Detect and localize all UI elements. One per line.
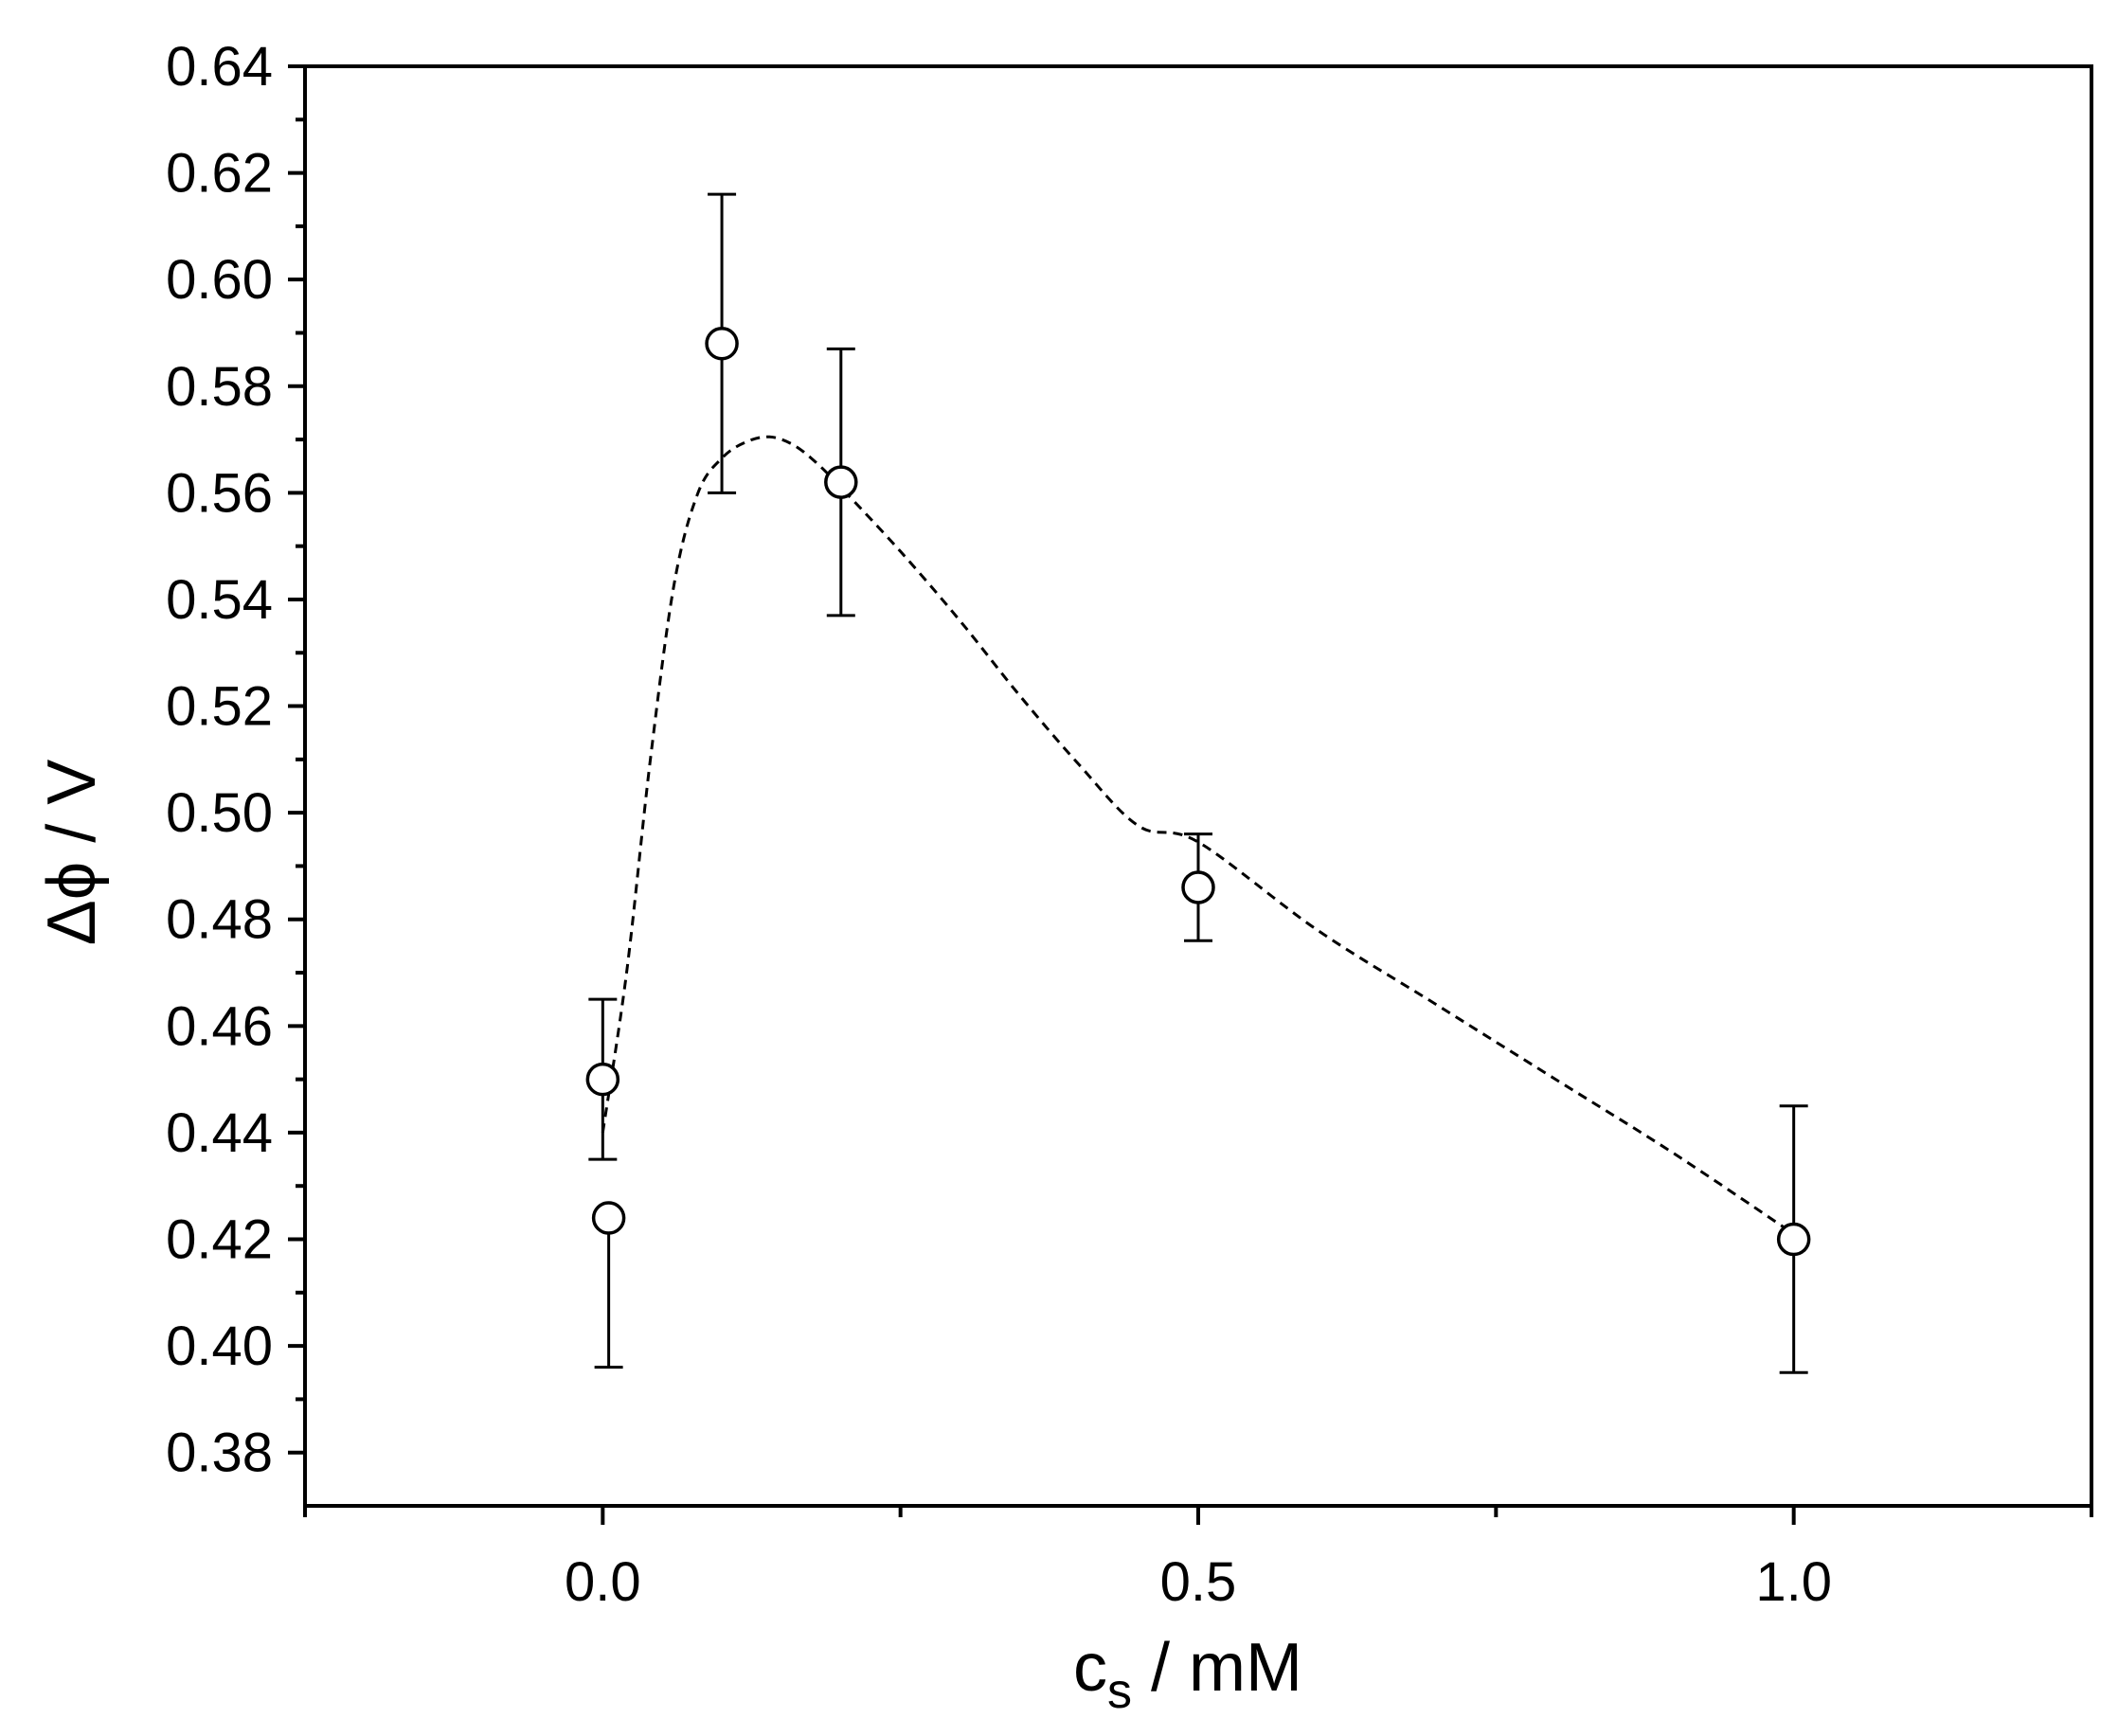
y-tick-label: 0.54 xyxy=(166,569,273,631)
axes xyxy=(288,64,2093,1525)
x-tick-label: 0.5 xyxy=(1160,1551,1237,1613)
y-tick-label: 0.50 xyxy=(166,782,273,844)
x-tick-label: 1.0 xyxy=(1755,1551,1832,1613)
fit-curve xyxy=(601,435,1795,1236)
plot-frame xyxy=(303,64,2093,1508)
y-tick-label: 0.62 xyxy=(166,143,273,205)
data-point xyxy=(591,1201,626,1235)
y-tick-label: 0.52 xyxy=(166,676,273,738)
y-tick-label: 0.48 xyxy=(166,889,273,951)
y-tick-label: 0.38 xyxy=(166,1423,273,1484)
x-axis-title-main: c xyxy=(1073,1630,1107,1706)
data-point xyxy=(705,326,739,361)
data-points xyxy=(585,192,1811,1374)
x-axis-title: cs / mM xyxy=(1073,1630,1302,1719)
data-point xyxy=(1181,870,1215,904)
x-tick-label: 0.0 xyxy=(565,1551,641,1613)
y-tick-label: 0.44 xyxy=(166,1102,273,1164)
data-point xyxy=(1776,1222,1811,1257)
y-tick-label: 0.40 xyxy=(166,1315,273,1377)
y-axis-title: Δϕ / V xyxy=(34,760,110,945)
x-axis-title-subscript: s xyxy=(1107,1664,1132,1719)
data-point xyxy=(824,465,858,499)
y-tick-label: 0.64 xyxy=(166,36,273,98)
y-tick-label: 0.60 xyxy=(166,249,273,311)
x-axis-title-rest: / mM xyxy=(1132,1630,1302,1706)
data-point xyxy=(585,1062,620,1097)
y-tick-label: 0.46 xyxy=(166,995,273,1057)
fit-curve-group xyxy=(601,435,1795,1236)
y-tick-label: 0.58 xyxy=(166,356,273,418)
y-tick-label: 0.56 xyxy=(166,462,273,524)
tick-labels: 0.38 0.40 0.42 0.44 0.46 0.48 0.50 0.52 0.54 0.56… xyxy=(166,36,1832,1613)
y-tick-label: 0.42 xyxy=(166,1209,273,1271)
